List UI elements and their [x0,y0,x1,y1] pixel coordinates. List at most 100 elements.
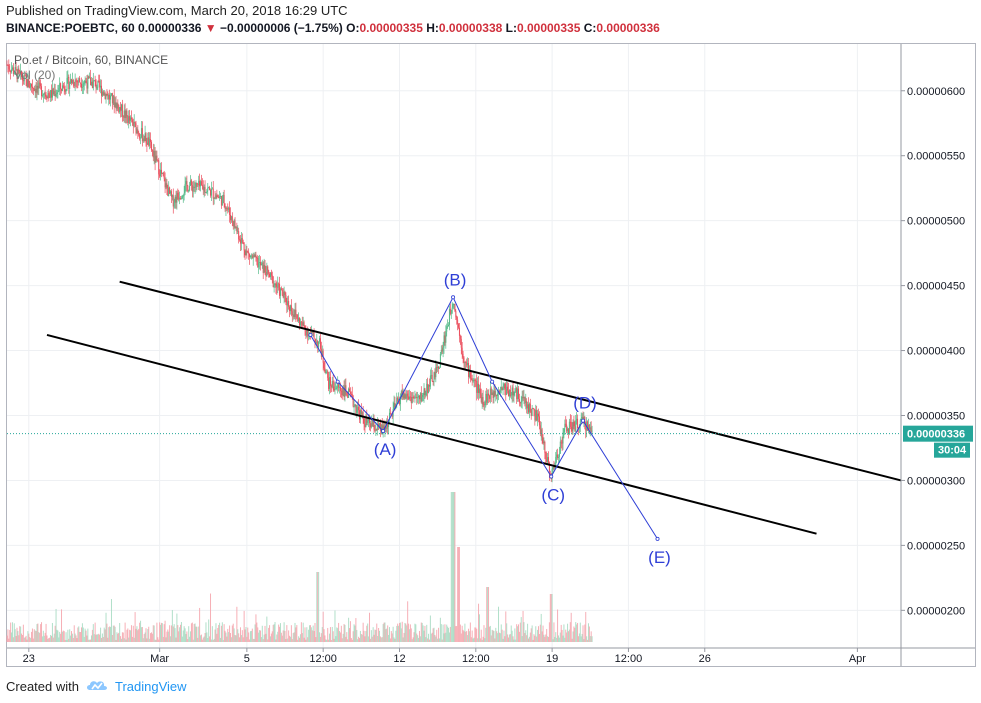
volume-bar [339,632,341,642]
volume-bar [590,631,592,642]
volume-bar [411,639,413,642]
volume-bar [487,587,489,642]
candle-body [465,362,467,363]
candle-body [248,252,250,254]
volume-bar [423,630,425,642]
volume-bar [497,633,499,642]
candle-body [19,70,21,73]
volume-bar [245,626,247,642]
candle-body [195,182,197,188]
candle-body [518,388,520,399]
volume-bar [518,631,520,642]
volume-bar [359,638,361,642]
candle-body [477,383,479,393]
volume-bar [260,637,262,642]
volume-bar [545,634,547,642]
candle-body [357,407,359,411]
volume-bar [90,635,92,642]
volume-bar [249,631,251,642]
volume-bar [464,623,466,642]
candle-body [440,349,442,354]
candle-body [275,283,277,287]
volume-bar [14,629,16,642]
volume-bar [38,632,40,642]
volume-bar [535,626,537,642]
volume-bar [569,622,571,642]
candle-body [562,432,564,444]
candle-body [565,423,567,425]
volume-bar [415,624,417,642]
candle-body [227,208,229,210]
volume-bar [373,634,375,642]
candle-body [43,93,45,94]
candle-body [436,367,438,368]
candle-body [230,214,231,221]
candle-body [589,427,591,430]
volume-bar [129,629,131,642]
candle-body [534,410,536,421]
candle-body [229,207,231,215]
volume-bar [467,635,469,642]
volume-bar [379,636,381,642]
volume-bar [572,631,574,642]
candle-body [345,385,347,392]
volume-bar [289,635,291,642]
low-label: L: [505,21,517,35]
candle-body [146,142,148,145]
candle-body [128,116,130,123]
y-tick-label: 0.00000250 [907,540,965,552]
y-tick-label: 0.00000400 [907,346,965,358]
x-tick-label: 12:00 [615,653,643,665]
candle-body [41,86,43,97]
brand-name[interactable]: TradingView [114,679,187,694]
candle-body [51,90,53,98]
candle-body [142,138,144,142]
candle-body [493,391,495,398]
axes: 0.00000600 0.00000550 0.00000500 0.00000450… [7,44,975,666]
volume-bar [352,631,354,642]
volume-bar [216,633,218,642]
candle-body [236,227,238,232]
candle-body [125,110,127,119]
volume-bar [41,636,43,642]
volume-bar [186,631,188,642]
candle-body [329,377,331,389]
candle-body [84,80,86,83]
candle-body [483,404,485,406]
volume-bar [120,636,122,642]
volume-bar [427,638,429,642]
volume-bar [240,635,242,642]
volume-bar [255,614,257,642]
candle-body [273,284,275,287]
volume-bar [447,626,449,642]
candle-body [405,394,407,399]
candle-body [41,95,43,97]
candle-body [67,76,69,78]
volume-bar [460,633,462,642]
candle-body [109,94,111,100]
volume-bar [218,624,220,642]
volume-bar [309,625,311,642]
candle-body [510,395,512,396]
candle-body [114,102,116,107]
volume-bar [406,625,408,642]
candle-body [132,122,134,127]
candle-body [524,397,526,404]
volume-bar [494,638,496,642]
candle-body [449,308,451,314]
candle-body [31,83,33,87]
volume-bar [11,632,13,642]
volume-bar [139,622,141,642]
candle-body [120,107,122,111]
volume-bar [311,630,313,642]
candle-body [557,456,559,458]
volume-bar [351,639,353,642]
candle-body [582,416,584,421]
y-tick-label: 0.00000200 [907,605,965,617]
volume-bar [361,634,363,642]
candle-body [514,391,516,393]
volume-bar [91,629,93,642]
tradingview-cloud-icon [85,678,109,695]
candle-body [347,395,349,398]
